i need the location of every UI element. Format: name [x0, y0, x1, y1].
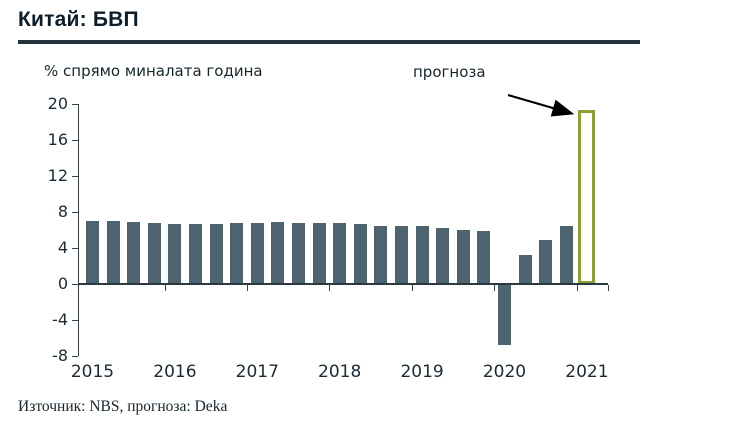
bar — [292, 222, 305, 284]
bar — [477, 230, 491, 284]
bar — [312, 222, 326, 284]
y-tick-label: 16 — [47, 130, 68, 149]
x-year-label: 2018 — [318, 362, 362, 382]
x-axis-tick — [164, 285, 166, 291]
x-axis-zero-line — [78, 283, 608, 285]
y-tick-label: 20 — [47, 94, 68, 113]
bar — [374, 225, 388, 284]
x-year-label: 2021 — [565, 362, 609, 382]
y-tick-label: 8 — [57, 202, 68, 221]
y-axis-tick — [72, 248, 78, 249]
title-underline — [18, 40, 640, 44]
bar — [127, 221, 141, 284]
x-year-label: 2015 — [70, 362, 115, 382]
chart-title: Китай: БВП — [18, 8, 139, 31]
x-axis-tick — [247, 285, 248, 291]
y-axis-tick — [72, 104, 78, 105]
bar — [189, 223, 202, 284]
y-tick-label: 0 — [57, 274, 68, 293]
y-axis-unit-label: % спрямо миналата година — [44, 62, 263, 80]
x-year-label: 2016 — [153, 362, 197, 382]
bar — [539, 239, 553, 284]
bar — [353, 223, 367, 284]
bar — [86, 221, 99, 284]
bar — [250, 222, 264, 284]
x-axis-tick — [329, 285, 331, 291]
forecast-arrow-icon — [507, 93, 575, 117]
bar — [168, 223, 182, 284]
y-tick-label: 12 — [47, 166, 68, 185]
y-axis-tick — [72, 356, 78, 357]
bar — [395, 226, 408, 284]
y-axis-tick — [72, 320, 78, 321]
x-axis-tick — [494, 285, 496, 291]
y-axis-tick — [72, 140, 78, 141]
bar — [230, 222, 244, 284]
x-axis-tick — [608, 285, 609, 291]
bar — [271, 221, 285, 284]
x-axis-tick — [411, 285, 413, 291]
x-axis-tick — [576, 285, 578, 291]
source-note: Източник: NBS, прогноза: Deka — [18, 398, 228, 415]
x-year-label: 2017 — [235, 362, 279, 382]
y-tick-label: -8 — [52, 346, 68, 365]
bar — [333, 222, 347, 284]
y-tick-label: 4 — [57, 238, 68, 257]
bar — [106, 221, 120, 284]
x-axis-tick — [78, 285, 79, 291]
forecast-bar — [578, 110, 596, 284]
y-tick-label: -4 — [52, 310, 68, 329]
x-year-label: 2020 — [482, 362, 527, 382]
y-axis-line — [78, 104, 79, 356]
x-year-label: 2019 — [400, 362, 444, 382]
bar — [498, 284, 511, 346]
y-axis-tick — [72, 212, 78, 213]
bar — [147, 222, 161, 284]
y-axis-tick — [72, 284, 78, 285]
forecast-annotation-label: прогноза — [413, 63, 486, 81]
bar — [209, 223, 223, 284]
bar — [456, 230, 470, 284]
bar — [436, 228, 450, 284]
y-axis-tick — [72, 176, 78, 177]
bar — [415, 226, 429, 284]
bar — [559, 225, 573, 284]
bar — [518, 255, 532, 284]
